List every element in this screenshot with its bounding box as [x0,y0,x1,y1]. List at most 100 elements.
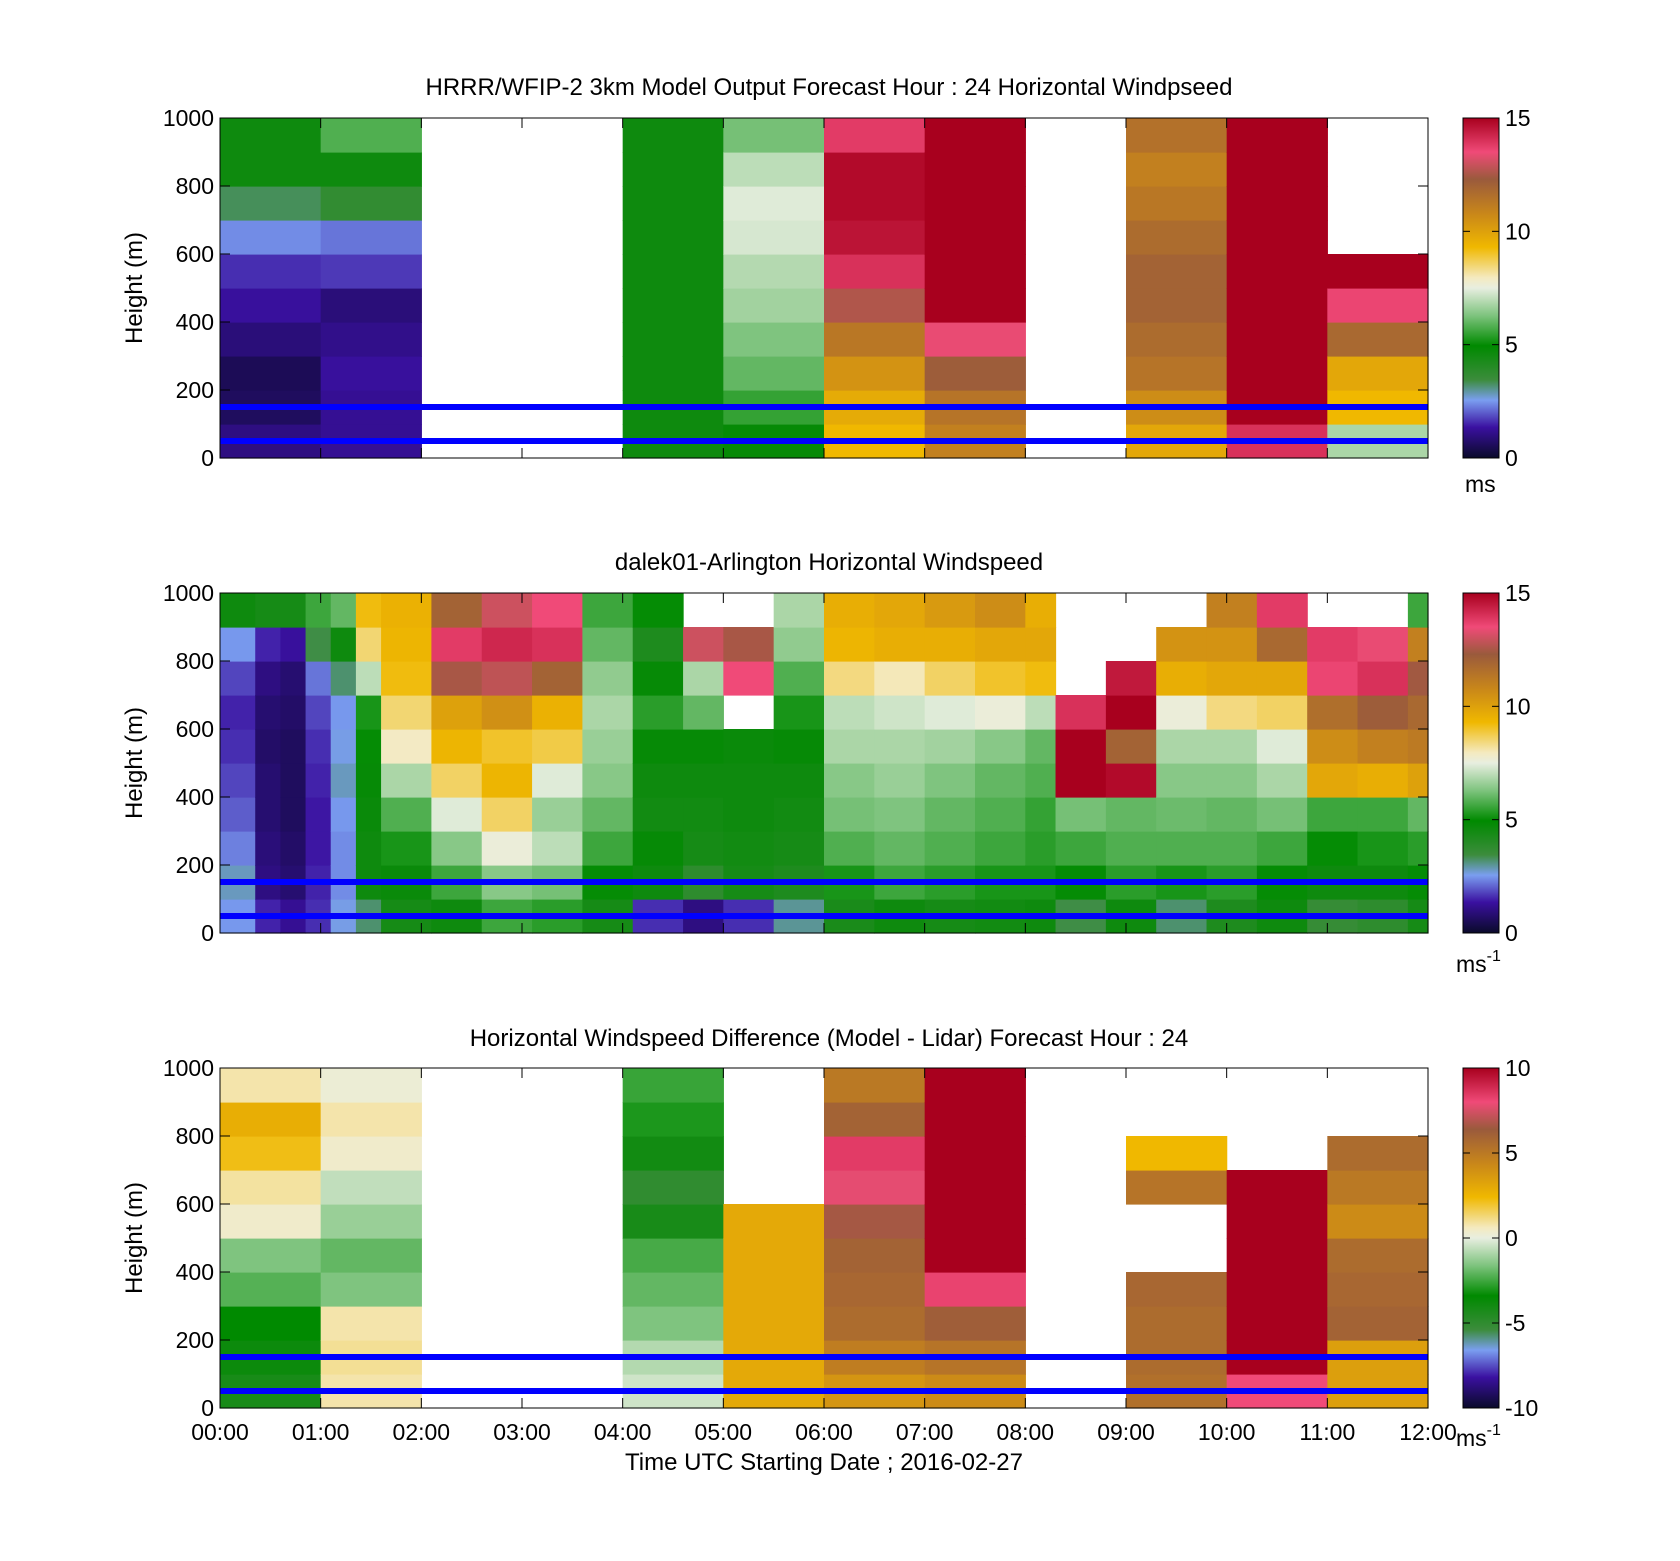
panel-lidar-cell [632,627,684,662]
panel-model-cells [220,118,1429,459]
panel-lidar-colorbar: 0 5 10 15 ms-1 [1456,580,1531,977]
panel-lidar-colorbar-tick-label: 0 [1505,920,1518,946]
panel-difference-colorbar-tick-label: 0 [1505,1225,1518,1251]
panel-lidar-cell [1025,831,1057,866]
panel-lidar-cell [280,593,307,628]
panel-lidar-cell [381,729,432,764]
panel-lidar-cell [1256,593,1308,628]
panel-lidar-cell [330,661,357,696]
x-tick-label: 09:00 [1097,1419,1155,1445]
panel-lidar-cell [824,627,875,662]
panel-difference-cell [723,1272,825,1307]
panel-lidar-cell [305,729,332,764]
x-tick-label: 00:00 [191,1419,249,1445]
panel-lidar-cell [220,627,256,662]
panel-lidar-ticks: 0 200 400 600 800 1000 [163,580,1429,946]
panel-model-cell [723,322,825,357]
panel-lidar-cell [1407,695,1429,730]
panel-model-colorbar-unit: ms [1465,471,1496,497]
panel-lidar-cell [280,831,307,866]
panel-lidar-cell [1357,763,1409,798]
x-tick-label: 05:00 [695,1419,753,1445]
panel-model-cell [220,220,322,255]
panel-lidar-cell [1307,831,1359,866]
panel-lidar-cell [632,661,684,696]
x-tick-label: 08:00 [997,1419,1055,1445]
panel-model-colorbar-tick-label: 5 [1505,332,1518,358]
panel-lidar-ylabel: Height (m) [121,707,148,819]
panel-model-cell [723,288,825,323]
panel-lidar-cell [1105,729,1157,764]
panel-model-cell [320,220,422,255]
panel-model-cell [320,152,422,187]
panel-lidar-cell [330,593,357,628]
panel-model-ytick-label: 200 [176,377,214,403]
panel-difference-cell [622,1170,724,1205]
panel-lidar-cell [1357,695,1409,730]
panel-lidar-cell [1105,831,1157,866]
panel-model-cell [622,220,724,255]
panel-lidar-cell [305,797,332,832]
panel-lidar-cell [582,593,634,628]
panel-model-cell [723,118,825,153]
panel-lidar-cell [874,627,926,662]
panel-lidar-cell [355,627,382,662]
panel-model-cell [824,322,926,357]
panel-difference-ticks: 0 200 400 600 800 1000 [163,1055,1429,1421]
panel-lidar-cell [1256,797,1308,832]
panel-lidar-cell [924,695,976,730]
panel-lidar-cell [305,763,332,798]
panel-lidar-cell [355,661,382,696]
panel-lidar-cell [532,729,583,764]
panel-model-cell [220,322,322,357]
panel-lidar-cell [1055,831,1107,866]
panel-lidar-cell [874,831,926,866]
panel-lidar-cell [874,797,926,832]
panel-difference-title: Horizontal Windspeed Difference (Model -… [470,1025,1189,1052]
panel-lidar-cell [773,729,825,764]
panel-lidar-cell [1206,763,1258,798]
panel-model-cell [320,322,422,357]
panel-lidar-cell [431,627,483,662]
panel-difference-colorbar-tick-label: -10 [1505,1395,1538,1421]
panel-model-cell [1226,220,1328,255]
panel-difference-cell [924,1136,1026,1171]
panel-lidar-cell [305,593,332,628]
panel-difference-cell [824,1204,926,1239]
panel-lidar-cell [874,763,926,798]
panel-model-cell [924,356,1026,391]
panel-model-cell [220,186,322,221]
x-tick-label: 06:00 [795,1419,853,1445]
panel-model-cell [320,356,422,391]
panel-lidar-cell [220,695,256,730]
panel-lidar-cell [381,763,432,798]
panel-lidar-cell [481,661,533,696]
panel-lidar-cell [280,797,307,832]
panel-lidar-reference-lines [220,879,1428,919]
panel-lidar-cell [1407,797,1429,832]
panel-difference-colorbar-tick-label: 10 [1505,1055,1531,1081]
panel-lidar-cell [874,695,926,730]
panel-lidar-cell [431,831,483,866]
panel-lidar-cell [632,763,684,798]
panel-model-cell [1126,220,1228,255]
panel-model-ytick-label: 0 [201,445,214,471]
panel-model-cell [924,288,1026,323]
panel-model-cell [924,322,1026,357]
panel-difference-ytick-label: 1000 [163,1055,214,1081]
panel-model-title: HRRR/WFIP-2 3km Model Output Forecast Ho… [426,74,1233,101]
x-tick-label: 07:00 [896,1419,954,1445]
panel-model-cell [320,118,422,153]
panel-lidar-title: dalek01-Arlington Horizontal Windspeed [615,549,1043,576]
panel-lidar-cell [330,831,357,866]
panel-difference-cell [622,1238,724,1273]
panel-lidar-cell [773,661,825,696]
panel-lidar-cell [1256,729,1308,764]
panel-lidar-cell [1206,593,1258,628]
panel-lidar-cell [924,763,976,798]
panel-lidar-cell [305,695,332,730]
panel-difference-cell [622,1136,724,1171]
panel-model-cell [824,220,926,255]
panel-lidar-cell [1105,695,1157,730]
panel-lidar-cell [305,661,332,696]
